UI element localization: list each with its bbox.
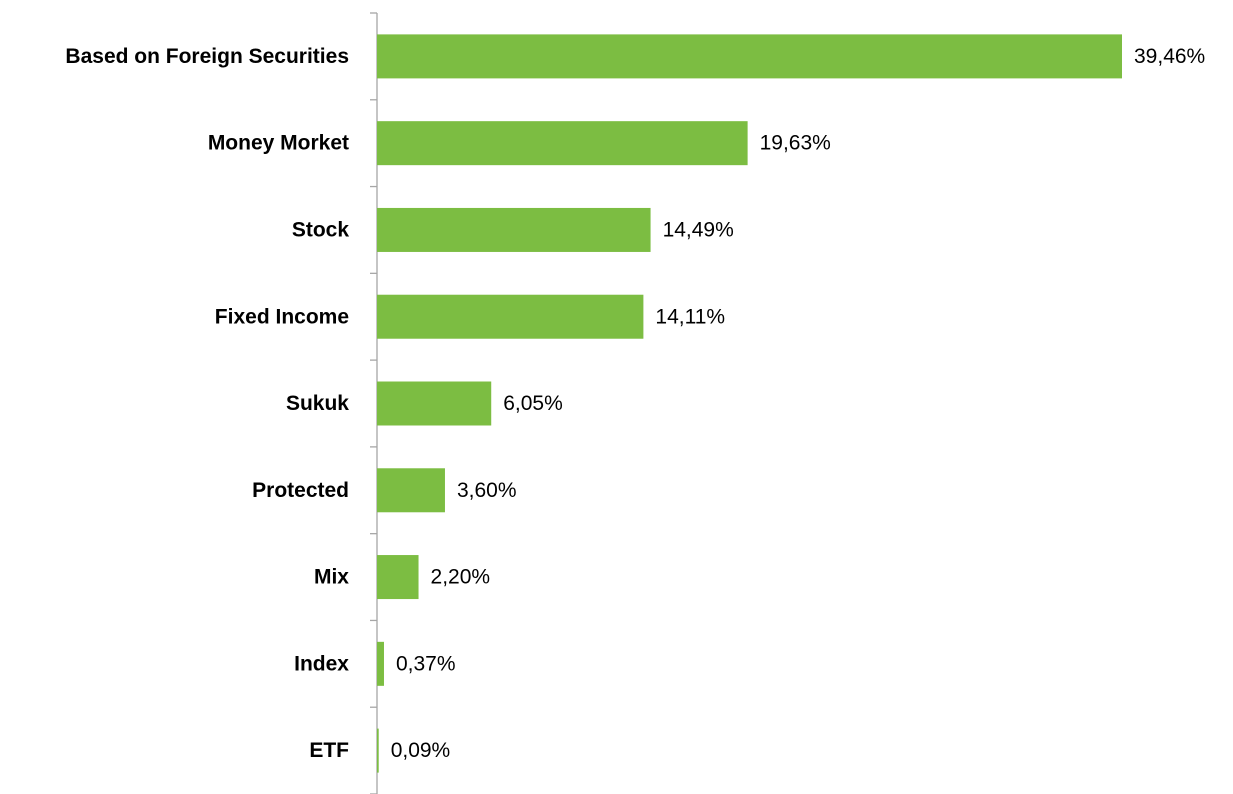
bar xyxy=(377,641,384,686)
bar xyxy=(377,381,492,426)
bar xyxy=(377,294,644,339)
value-label: 3,60% xyxy=(457,479,517,502)
bar xyxy=(377,555,419,600)
value-label: 14,11% xyxy=(655,305,725,328)
category-label: ETF xyxy=(309,739,349,762)
category-label: Sukuk xyxy=(286,392,349,415)
category-label: Based on Foreign Securities xyxy=(65,45,349,68)
category-label: Stock xyxy=(292,218,350,241)
category-label: Money Morket xyxy=(208,132,349,155)
bar xyxy=(377,207,651,252)
bar xyxy=(377,121,748,166)
value-label: 6,05% xyxy=(503,392,563,415)
value-label: 2,20% xyxy=(431,566,491,589)
value-label: 0,37% xyxy=(396,652,456,675)
value-label: 14,49% xyxy=(663,218,734,241)
bar xyxy=(377,468,445,513)
value-label: 0,09% xyxy=(391,739,451,762)
bar xyxy=(377,728,379,773)
value-label: 39,46% xyxy=(1134,45,1205,68)
category-label: Fixed Income xyxy=(215,305,349,328)
category-label: Index xyxy=(294,652,349,675)
category-label: Mix xyxy=(314,566,349,589)
category-label: Protected xyxy=(252,479,349,502)
value-label: 19,63% xyxy=(760,132,831,155)
bar xyxy=(377,34,1122,79)
